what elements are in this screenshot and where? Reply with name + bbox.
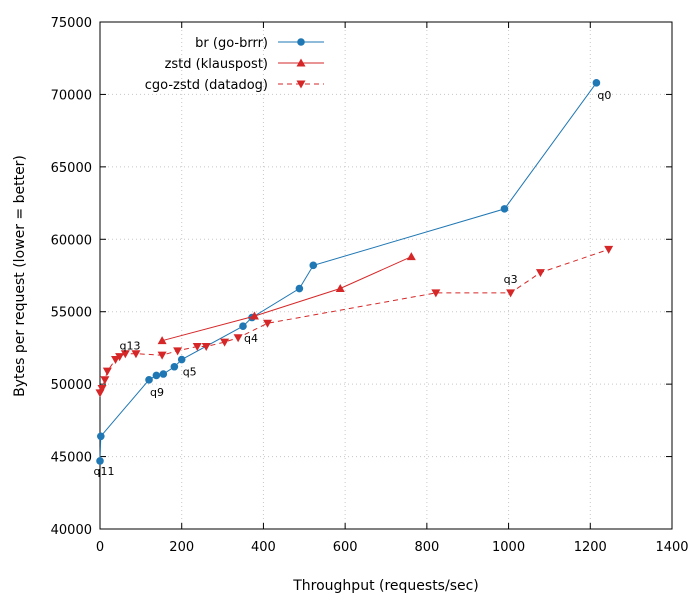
y-tick-label: 60000 <box>51 233 92 248</box>
data-point <box>177 355 186 364</box>
data-point <box>152 371 161 380</box>
x-tick-label: 1400 <box>655 540 688 555</box>
x-tick-label: 1200 <box>574 540 607 555</box>
x-axis-label: Throughput (requests/sec) <box>292 578 479 594</box>
y-tick-label: 75000 <box>51 16 92 31</box>
data-point <box>131 350 141 359</box>
data-point <box>97 384 107 393</box>
legend-entry-1: zstd (klauspost) <box>165 57 324 72</box>
y-tick-label: 50000 <box>51 378 92 393</box>
y-tick-label: 65000 <box>51 161 92 176</box>
x-tick-label: 200 <box>169 540 194 555</box>
legend-label: cgo-zstd (datadog) <box>145 78 268 93</box>
point-annotation: q3 <box>504 273 518 286</box>
series-2 <box>95 245 614 398</box>
series-layer <box>95 79 614 465</box>
legend-marker <box>296 58 306 67</box>
data-point <box>506 289 516 298</box>
x-tick-label: 600 <box>333 540 358 555</box>
x-tick-label: 400 <box>251 540 276 555</box>
data-point <box>233 334 243 343</box>
data-point <box>145 375 153 384</box>
data-point <box>97 432 105 441</box>
data-point <box>100 376 110 385</box>
data-point <box>295 284 304 293</box>
data-point <box>309 261 318 270</box>
data-point <box>173 347 183 356</box>
data-point <box>500 205 509 213</box>
point-annotation: q11 <box>94 465 115 478</box>
series-1 <box>157 252 416 345</box>
series-line <box>161 256 412 342</box>
data-point <box>192 342 202 351</box>
data-point <box>170 362 179 371</box>
y-axis-label: Bytes per request (lower = better) <box>12 155 28 397</box>
data-point <box>159 370 168 378</box>
data-point <box>604 245 614 254</box>
data-point <box>201 342 211 351</box>
point-annotation: q4 <box>244 332 258 345</box>
legend-label: br (go-brrr) <box>195 36 268 51</box>
data-point <box>220 338 230 347</box>
legend-marker <box>296 80 306 89</box>
data-point <box>263 319 273 328</box>
series-line <box>99 82 597 461</box>
data-point <box>249 311 259 320</box>
x-tick-label: 0 <box>96 540 104 555</box>
data-point <box>111 356 121 365</box>
point-annotation: q0 <box>597 89 611 102</box>
data-point <box>120 350 130 359</box>
point-annotation: q9 <box>150 386 164 399</box>
y-tick-label: 55000 <box>51 306 92 321</box>
data-point <box>406 252 416 261</box>
ticks-layer: 0 200 400 600 800 1000 1200 1400 40000 45000 50000… <box>51 16 689 555</box>
data-point <box>239 322 247 331</box>
series-0 <box>96 79 601 465</box>
data-point <box>535 269 545 278</box>
y-tick-label: 40000 <box>51 523 92 538</box>
legend-entry-0: br (go-brrr) <box>195 36 324 51</box>
data-point <box>157 351 167 360</box>
point-annotation: q13 <box>120 340 141 353</box>
x-tick-label: 800 <box>414 540 439 555</box>
legend-marker <box>297 38 305 46</box>
legend: br (go-brrr) zstd (klauspost) cgo-zstd (da… <box>145 36 324 93</box>
plot-frame <box>99 21 673 530</box>
data-point <box>335 284 345 293</box>
legend-label: zstd (klauspost) <box>165 57 268 72</box>
legend-entry-2: cgo-zstd (datadog) <box>145 78 324 93</box>
data-point <box>431 289 441 298</box>
y-tick-label: 45000 <box>51 451 92 466</box>
data-point <box>592 79 601 87</box>
data-point <box>157 336 167 345</box>
data-point <box>102 367 112 376</box>
data-point <box>96 457 104 465</box>
y-tick-label: 70000 <box>51 88 92 103</box>
grid-layer <box>100 22 672 529</box>
annotation-layer: q0 q3 q4 q5 q9 q11 q13 <box>94 89 612 478</box>
x-tick-label: 1000 <box>492 540 525 555</box>
point-annotation: q5 <box>183 366 197 379</box>
series-line <box>99 248 609 394</box>
data-point <box>115 353 125 362</box>
